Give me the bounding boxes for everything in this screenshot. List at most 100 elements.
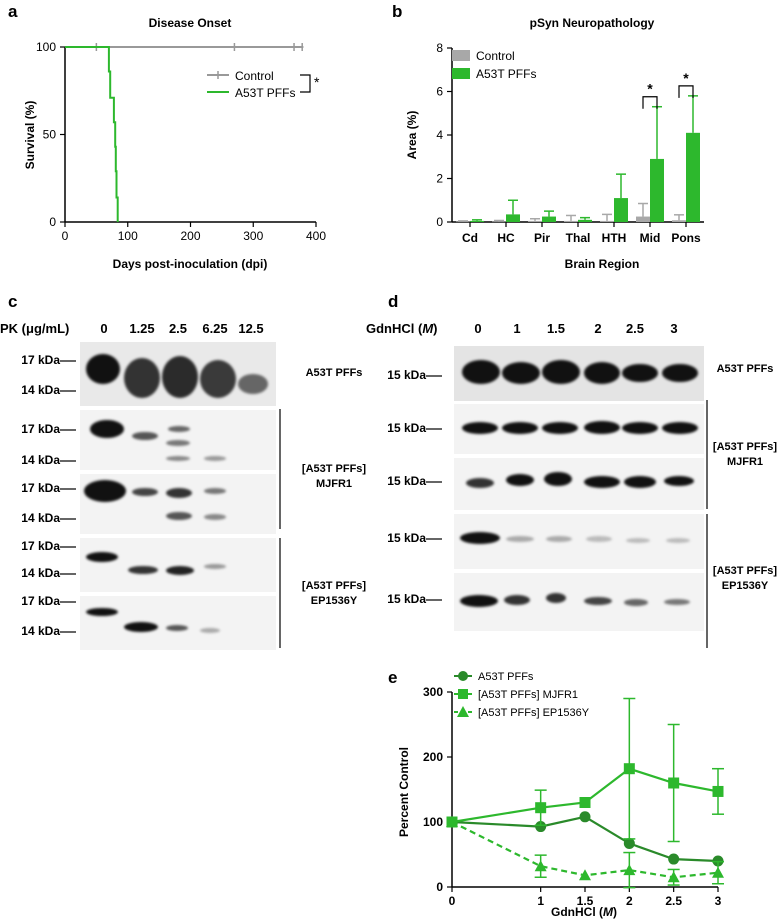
kda-marker: 14 kDa xyxy=(21,511,60,525)
panel-d-letter: d xyxy=(388,292,399,311)
x-tick-label: 0 xyxy=(62,229,69,243)
blot-label-mjfr1-line1: [A53T PFFs] xyxy=(301,463,367,475)
panel-a-letter: a xyxy=(8,2,18,21)
blot-label-ep1536y-line2: EP1536Y xyxy=(721,580,769,592)
bar xyxy=(542,216,556,222)
y-tick-label: 50 xyxy=(43,128,57,142)
blot-label-a53t: A53T PFFs xyxy=(716,363,774,375)
chart-b-legend: Control A53T PFFs xyxy=(452,49,536,81)
kda-marker: 14 kDa xyxy=(21,566,60,580)
survival-line xyxy=(65,46,119,222)
kda-marker: 15 kDa xyxy=(387,592,426,606)
pk-header-label: PK (μg/mL) xyxy=(0,321,70,336)
x-tick-label: Mid xyxy=(640,231,661,245)
bar xyxy=(614,198,628,222)
blot-pk-mjfr1-top xyxy=(80,410,276,470)
kda-marker: 15 kDa xyxy=(387,531,426,545)
significance-star-a: * xyxy=(314,74,320,90)
chart-e-lines xyxy=(446,697,724,889)
data-point xyxy=(623,837,635,849)
kda-marker: 15 kDa xyxy=(387,474,426,488)
kda-marker: 15 kDa xyxy=(387,421,426,435)
kda-marker: 17 kDa xyxy=(21,353,60,367)
significance-bracket-a xyxy=(300,74,311,93)
survival-chart: Disease Onset 0 100 200 300 400 0 50 100 Contro… xyxy=(23,16,326,271)
x-tick-label: 0 xyxy=(449,894,456,908)
data-point xyxy=(579,797,591,808)
gdnhcl-lane-label: 1 xyxy=(513,321,521,336)
blot-label-ep1536y-line2: EP1536Y xyxy=(310,595,358,607)
y-tick-label: 0 xyxy=(436,880,443,894)
x-tick-label: Thal xyxy=(566,231,591,245)
y-tick-label: 0 xyxy=(436,215,443,229)
gdnhcl-lane-label: 2.5 xyxy=(625,321,645,336)
neuropathology-chart: pSyn Neuropathology 0 2 4 6 8 Cd HC Pir Thal HTH M… xyxy=(405,16,704,271)
kda-marker: 14 kDa xyxy=(21,624,60,638)
gdnhcl-header-label: GdnHCl (M) xyxy=(366,321,438,336)
x-tick-label: 2 xyxy=(626,894,633,908)
kda-marker: 14 kDa xyxy=(21,383,60,397)
kda-ticks-c xyxy=(60,360,281,648)
bar xyxy=(578,219,592,222)
denaturation-chart: 0 1 1.5 2 2.5 3 0 100 200 300 A53T PFFs [A53T PFF… xyxy=(397,671,724,919)
bar xyxy=(470,220,484,222)
y-tick-label: 100 xyxy=(423,815,443,829)
blot-gdnhcl-ep1536y-bottom xyxy=(454,573,704,631)
chart-e-xlabel: GdnHCl (M) xyxy=(551,905,617,919)
bar xyxy=(492,221,506,223)
kda-marker: 14 kDa xyxy=(21,453,60,467)
blot-gdnhcl-mjfr1-bottom xyxy=(454,458,704,510)
series-line xyxy=(451,821,719,879)
legend-swatch-control xyxy=(452,50,470,61)
x-tick-label: 3 xyxy=(715,894,722,908)
y-tick-label: 0 xyxy=(49,215,56,229)
y-tick-label: 200 xyxy=(423,750,443,764)
chart-b-axes: 0 2 4 6 8 Cd HC Pir Thal HTH Mid Pons xyxy=(436,41,704,245)
blot-gdnhcl-a53t xyxy=(454,346,704,401)
legend-swatch-a53t xyxy=(452,68,470,79)
panel-c-letter: c xyxy=(8,292,18,311)
chart-b-title: pSyn Neuropathology xyxy=(530,16,655,30)
legend-marker-circle xyxy=(458,671,468,681)
panel-b-letter: b xyxy=(392,2,403,21)
gdnhcl-lane-label: 0 xyxy=(474,321,482,336)
pk-lane-label: 1.25 xyxy=(129,321,155,336)
kda-marker: 17 kDa xyxy=(21,594,60,608)
data-point xyxy=(668,853,680,865)
legend-label: [A53T PFFs] EP1536Y xyxy=(478,707,590,719)
blot-gdnhcl-ep1536y-top xyxy=(454,514,704,569)
bar xyxy=(650,158,664,222)
y-tick-label: 300 xyxy=(423,685,443,699)
data-point xyxy=(535,802,547,814)
x-tick-label: Pons xyxy=(671,231,701,245)
x-tick-label: 1.5 xyxy=(577,894,594,908)
data-point xyxy=(623,864,636,876)
legend-label: A53T PFFs xyxy=(478,671,534,683)
legend-label-control: Control xyxy=(476,49,515,63)
x-tick-label: Pir xyxy=(534,231,550,245)
y-tick-label: 6 xyxy=(436,85,443,99)
blot-label-a53t: A53T PFFs xyxy=(305,367,363,379)
bar xyxy=(672,220,686,222)
data-point xyxy=(579,869,591,881)
data-point xyxy=(667,871,680,883)
significance-star: * xyxy=(647,81,653,97)
data-point xyxy=(712,866,724,878)
blot-label-ep1536y-line1: [A53T PFFs] xyxy=(712,565,778,577)
pk-lane-label: 2.5 xyxy=(168,321,188,336)
blot-pk-ep1536y-bottom xyxy=(80,596,276,650)
kda-marker: 15 kDa xyxy=(387,368,426,382)
legend-marker-square xyxy=(458,689,468,699)
chart-a-lines xyxy=(65,43,304,222)
data-point xyxy=(534,860,547,872)
chart-a-ylabel: Survival (%) xyxy=(23,101,37,170)
y-tick-label: 8 xyxy=(436,41,443,55)
bar xyxy=(600,220,614,222)
blot-label-ep1536y-line1: [A53T PFFs] xyxy=(301,580,367,592)
pk-lane-label: 12.5 xyxy=(238,321,264,336)
y-tick-label: 2 xyxy=(436,172,443,186)
legend-label: [A53T PFFs] MJFR1 xyxy=(478,689,578,701)
x-tick-label: 400 xyxy=(306,229,326,243)
chart-b-ylabel: Area (%) xyxy=(405,111,419,160)
data-point xyxy=(712,785,724,797)
